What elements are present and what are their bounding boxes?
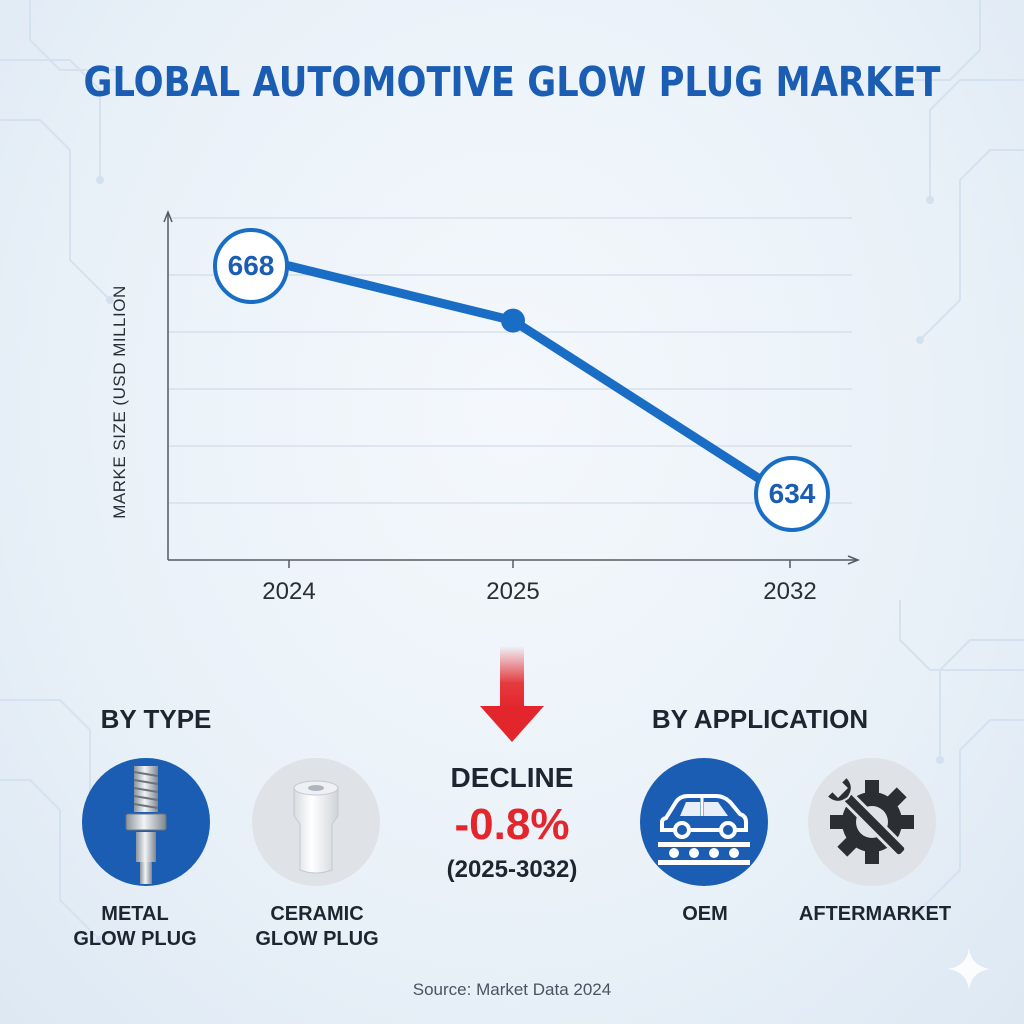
- sparkle-icon: [948, 948, 990, 990]
- ceramic-label-line1: CERAMIC: [270, 903, 364, 925]
- x-axis-arrowhead: [847, 555, 861, 565]
- decline-period: (2025-3032): [446, 856, 578, 883]
- gear-wrench-icon: [808, 758, 936, 886]
- y-axis-label: MARKE SIZE (USD MILLION: [110, 285, 129, 519]
- down-arrow-icon: [480, 646, 544, 742]
- metal-label-line1: METAL: [101, 903, 169, 925]
- ceramic-glow-plug-label: CERAMIC GLOW PLUG: [232, 902, 402, 952]
- ceramic-glow-plug-icon: [252, 758, 380, 886]
- source-note: Source: Market Data 2024: [412, 980, 612, 999]
- oem-label: OEM: [682, 903, 728, 925]
- decline-label: DECLINE: [450, 762, 574, 793]
- data-label-2024: 668: [213, 227, 289, 304]
- x-tick-label-2024: 2024: [262, 578, 316, 605]
- x-tick-label-2032: 2032: [763, 578, 817, 605]
- x-axis-ticks: [288, 560, 791, 568]
- aftermarket-label: AFTERMARKET: [798, 903, 952, 925]
- by-type-heading: BY TYPE: [100, 704, 212, 734]
- ceramic-label-line2: GLOW PLUG: [255, 928, 379, 950]
- data-label-2032: 634: [754, 456, 830, 533]
- decline-value: -0.8%: [454, 800, 570, 849]
- y-axis-arrowhead: [163, 209, 173, 223]
- metal-glow-plug-icon: [82, 758, 210, 886]
- metal-glow-plug-label: METAL GLOW PLUG: [50, 902, 220, 952]
- metal-label-line2: GLOW PLUG: [73, 928, 197, 950]
- page-title: GLOBAL AUTOMOTIVE GLOW PLUG MARKET: [83, 58, 941, 106]
- car-assembly-icon: [640, 758, 768, 886]
- by-application-heading: BY APPLICATION: [651, 704, 869, 734]
- series-line-market-size: [284, 261, 795, 503]
- data-point-2025: [501, 308, 525, 333]
- x-tick-label-2025: 2025: [486, 578, 540, 605]
